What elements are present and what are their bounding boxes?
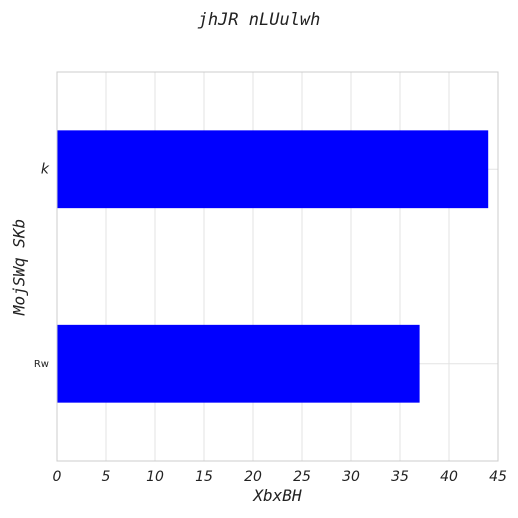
y-tick-label-1: Rw (34, 359, 49, 370)
bar-0 (57, 130, 489, 209)
x-tick-label-8: 40 (440, 469, 458, 485)
x-tick-label-4: 20 (244, 469, 262, 485)
y-tick-label-0: k (41, 161, 50, 177)
x-tick-label-3: 15 (195, 469, 213, 485)
x-tick-label-0: 0 (53, 469, 62, 485)
x-tick-label-5: 25 (293, 469, 311, 485)
x-tick-label-1: 5 (102, 469, 111, 485)
x-tick-label-9: 45 (489, 469, 507, 485)
y-axis-label: MojSWq SKb (9, 218, 29, 316)
bar-1 (57, 324, 420, 403)
x-tick-label-6: 30 (342, 469, 360, 485)
chart-title: jhJR nLUulwh (197, 10, 321, 30)
plot-frame (56, 71, 499, 462)
x-tick-label-7: 35 (391, 469, 409, 485)
x-axis-label: XbxBH (253, 486, 302, 505)
x-tick-label-2: 10 (146, 469, 164, 485)
